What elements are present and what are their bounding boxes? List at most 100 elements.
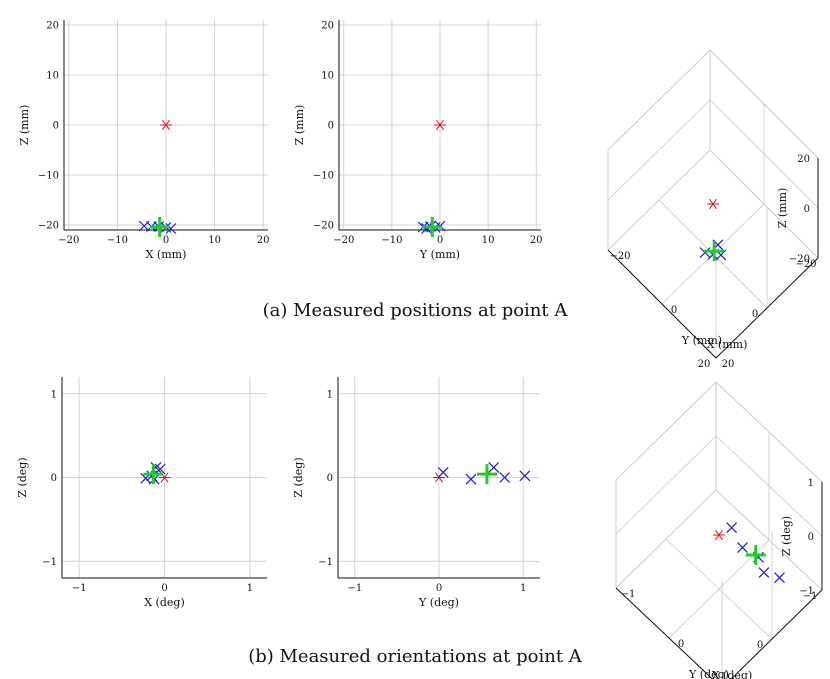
grid-line-z: [709, 149, 819, 259]
caption-b: (b) Measured orientations at point A: [248, 646, 582, 667]
measured-point: [737, 542, 748, 554]
y-axis-label: Z (mm): [18, 105, 31, 146]
x-axis-label: X (deg): [712, 669, 753, 679]
y-tick-label: 0: [51, 473, 57, 484]
x-tick-label: 20: [698, 359, 711, 370]
box-edge: [709, 49, 819, 159]
y-tick-label: −20: [313, 221, 334, 232]
y-axis-line: [615, 587, 714, 679]
x-tick-label: 0: [163, 235, 169, 246]
measured-point: [726, 522, 738, 534]
x-tick-label: −20: [58, 235, 79, 246]
x-tick-label: 0: [437, 235, 443, 246]
y-tick-label: 0: [678, 639, 684, 650]
measured-point: [154, 463, 166, 475]
x-tick-label: −10: [107, 235, 128, 246]
y-tick-label: −10: [313, 171, 334, 182]
mean-point: [476, 464, 497, 485]
y-tick-label: 0: [327, 473, 333, 484]
y-tick-label: −1: [318, 557, 333, 568]
x-axis-label: X (mm): [707, 338, 748, 351]
mean-point: [422, 217, 443, 237]
x-axis-label: Y (deg): [418, 596, 459, 609]
y-axis-label: Z (deg): [292, 457, 305, 497]
y-tick-label: 0: [328, 121, 334, 132]
x-tick-label: −10: [381, 235, 402, 246]
y-axis-label: Y (deg): [688, 668, 729, 679]
x-axis-label: X (mm): [146, 248, 187, 261]
grid-line-z: [715, 489, 823, 591]
x-axis-line: [715, 257, 819, 359]
x-tick-label: 0: [436, 583, 442, 594]
x-tick-label: 20: [257, 235, 270, 246]
z-tick-label: −1: [799, 586, 814, 597]
y-axis-label: Y (mm): [681, 334, 722, 347]
x-tick-label: −20: [795, 259, 816, 270]
y-tick-label: 1: [51, 389, 57, 400]
y-tick-label: 20: [321, 21, 334, 32]
y-tick-label: 0: [53, 121, 59, 132]
y-tick-label: 10: [46, 71, 59, 82]
y-tick-label: 20: [722, 359, 735, 370]
measured-point: [758, 567, 770, 578]
y-tick-label: −20: [38, 221, 59, 232]
y-axis-label: Z (mm): [293, 105, 306, 146]
y-tick-label: 1: [327, 389, 333, 400]
x-tick-label: 0: [161, 583, 167, 594]
x-tick-label: −1: [347, 583, 362, 594]
y-axis-label: Z (deg): [16, 457, 29, 497]
box-edge: [615, 381, 717, 481]
x-tick-label: −20: [333, 235, 354, 246]
x-axis-label: X (deg): [144, 596, 185, 609]
y-tick-label: −10: [38, 171, 59, 182]
z-axis-label: Z (mm): [776, 188, 789, 229]
mean-point: [745, 544, 766, 565]
measured-point: [437, 467, 449, 478]
x-tick-label: −1: [72, 583, 87, 594]
z-tick-label: 20: [797, 154, 810, 165]
z-tick-label: 0: [808, 532, 814, 543]
box-edge: [715, 381, 823, 483]
z-tick-label: 1: [808, 478, 814, 489]
y-axis-line: [607, 249, 717, 359]
measured-point: [774, 572, 785, 584]
y-tick-label: −1: [621, 589, 636, 600]
mean-point: [704, 241, 725, 262]
y-tick-label: −1: [42, 557, 57, 568]
grid-line-z: [607, 99, 711, 201]
z-axis-label: Z (deg): [780, 516, 793, 556]
y-tick-label: 20: [46, 21, 59, 32]
grid-line-z: [615, 489, 717, 589]
x-tick-label: 0: [757, 640, 763, 651]
grid-line-z: [615, 435, 717, 535]
grid-line-z: [607, 149, 711, 251]
reference-point: [160, 119, 172, 131]
x-tick-label: 20: [530, 235, 543, 246]
grid-line-z: [715, 435, 823, 537]
reference-point: [713, 529, 725, 541]
z-tick-label: −20: [789, 254, 810, 265]
measured-point: [165, 223, 177, 234]
x-tick-label: 1: [520, 583, 526, 594]
x-tick-label: −1: [803, 591, 818, 602]
mean-point: [143, 464, 164, 485]
mean-point: [149, 217, 170, 237]
grid-line-z: [709, 99, 819, 209]
box-edge: [607, 49, 711, 151]
z-tick-label: 0: [804, 204, 810, 215]
reference-point: [707, 198, 719, 210]
y-tick-label: 0: [671, 305, 677, 316]
x-tick-label: 0: [752, 309, 758, 320]
x-tick-label: 10: [208, 235, 221, 246]
x-tick-label: 1: [247, 583, 253, 594]
x-axis-line: [730, 589, 823, 679]
measured-point: [499, 472, 511, 483]
y-tick-label: −20: [609, 251, 630, 262]
reference-point: [434, 119, 446, 131]
measured-point: [519, 470, 531, 482]
x-axis-label: Y (mm): [419, 248, 460, 261]
y-tick-label: 10: [321, 71, 334, 82]
x-tick-label: 10: [482, 235, 495, 246]
measured-point: [488, 462, 500, 473]
measured-point: [465, 473, 477, 485]
